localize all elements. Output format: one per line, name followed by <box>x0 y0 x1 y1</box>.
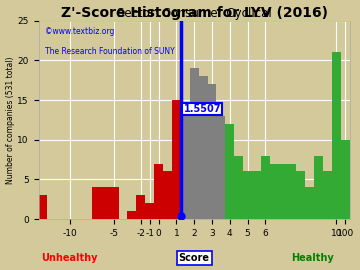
Y-axis label: Number of companies (531 total): Number of companies (531 total) <box>5 56 14 184</box>
Bar <box>39 195 48 219</box>
Bar <box>341 140 350 219</box>
Bar <box>225 124 234 219</box>
Bar <box>172 100 181 219</box>
Text: The Research Foundation of SUNY: The Research Foundation of SUNY <box>45 46 175 56</box>
Bar <box>323 171 332 219</box>
Text: Sector: Consumer Cyclical: Sector: Consumer Cyclical <box>117 7 271 20</box>
Bar <box>252 171 261 219</box>
Text: Healthy: Healthy <box>291 253 334 263</box>
Bar <box>305 187 314 219</box>
Text: 1.5507: 1.5507 <box>184 104 221 114</box>
Bar <box>243 171 252 219</box>
Bar <box>296 171 305 219</box>
Bar <box>279 164 288 219</box>
Bar <box>154 164 163 219</box>
Bar <box>101 187 110 219</box>
Bar <box>314 156 323 219</box>
Text: ©www.textbiz.org: ©www.textbiz.org <box>45 27 114 36</box>
Bar <box>163 171 172 219</box>
Bar <box>270 164 279 219</box>
Title: Z'-Score Histogram for LYV (2016): Z'-Score Histogram for LYV (2016) <box>61 6 328 19</box>
Text: Unhealthy: Unhealthy <box>41 253 98 263</box>
Bar <box>145 203 154 219</box>
Bar <box>199 76 207 219</box>
Bar <box>127 211 136 219</box>
Bar <box>234 156 243 219</box>
Bar <box>216 116 225 219</box>
Bar <box>110 187 118 219</box>
Text: Score: Score <box>179 253 210 263</box>
Bar <box>181 108 190 219</box>
Bar <box>261 156 270 219</box>
Bar <box>332 52 341 219</box>
Bar <box>92 187 101 219</box>
Bar <box>207 84 216 219</box>
Bar <box>288 164 296 219</box>
Bar <box>136 195 145 219</box>
Bar <box>190 68 199 219</box>
